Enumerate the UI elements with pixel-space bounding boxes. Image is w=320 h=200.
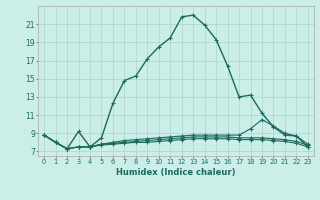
X-axis label: Humidex (Indice chaleur): Humidex (Indice chaleur) [116,168,236,177]
